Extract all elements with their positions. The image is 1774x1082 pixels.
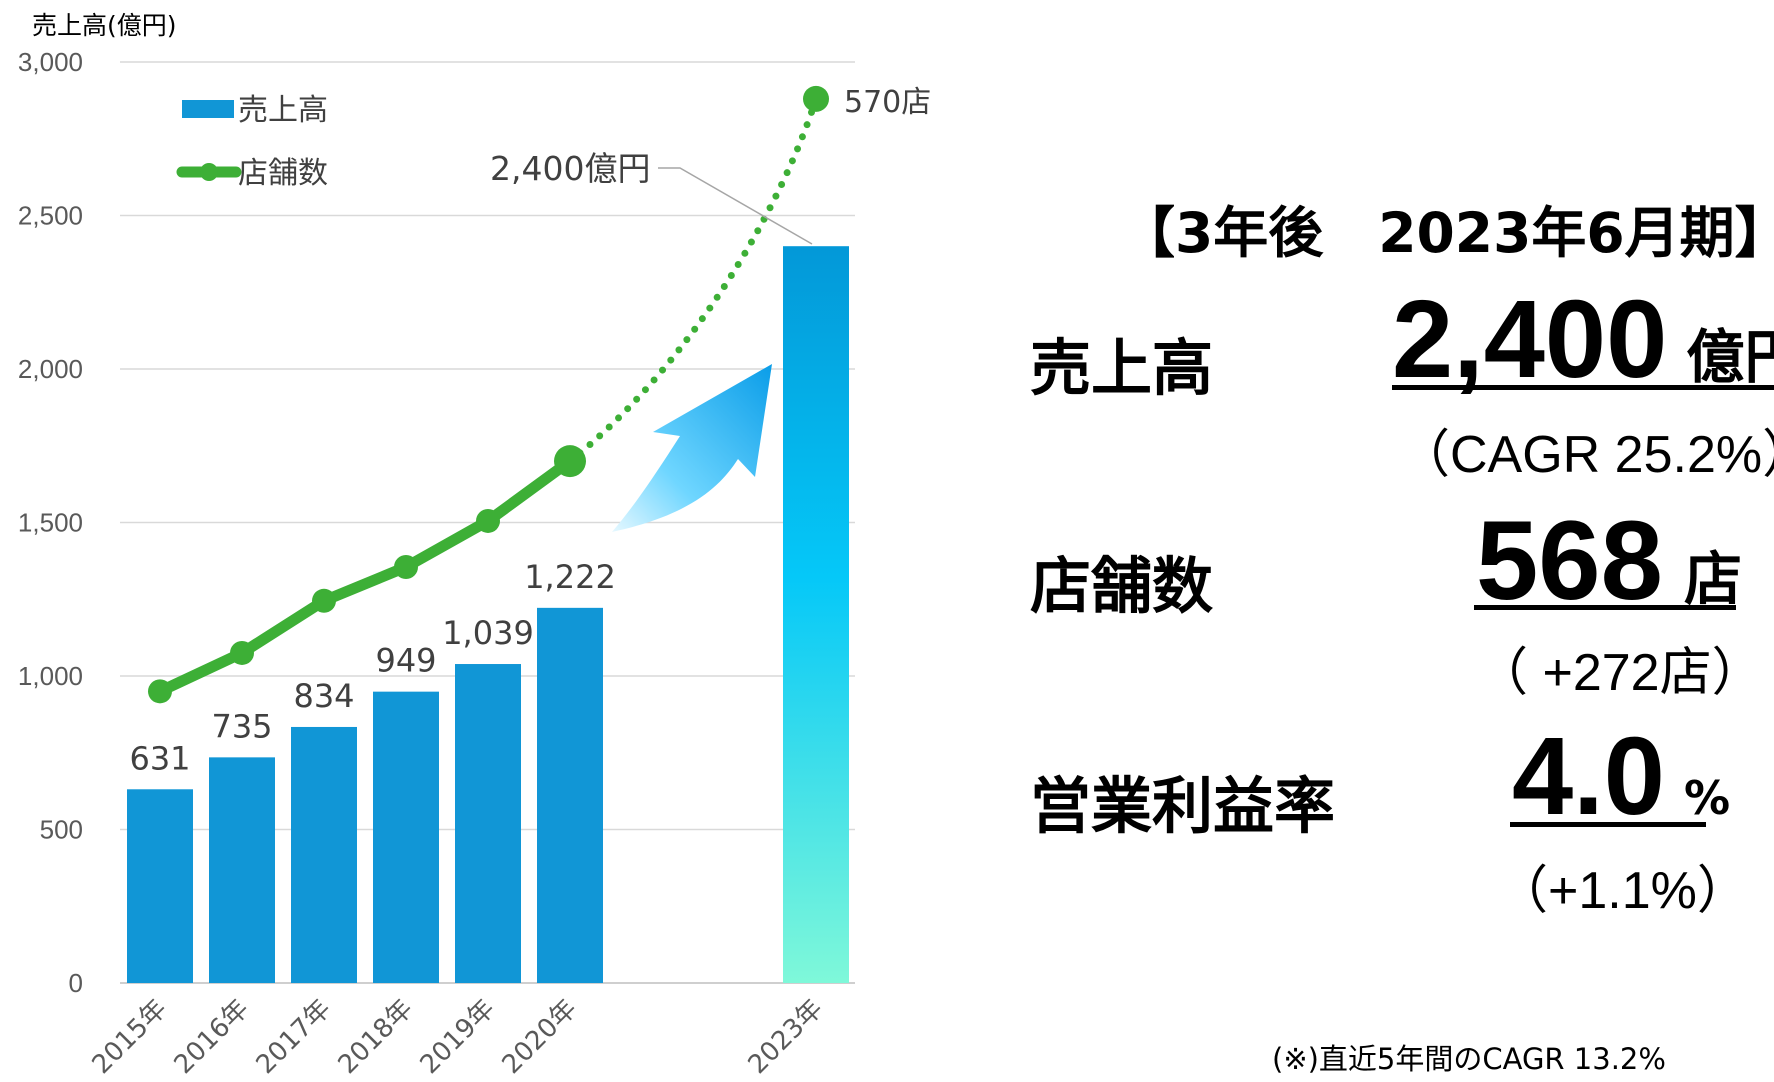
cagr-footnote: (※)直近5年間のCAGR 13.2% bbox=[1272, 1042, 1666, 1076]
store-marker-2023年 bbox=[803, 85, 829, 112]
bar-2017年 bbox=[291, 726, 357, 983]
margin-unit: % bbox=[1684, 771, 1731, 825]
sales-value-group: 2,400 億円 bbox=[1392, 285, 1774, 395]
bar-data-label: 631 bbox=[129, 739, 190, 777]
y-tick-label: 500 bbox=[40, 815, 83, 845]
sales-underline bbox=[1392, 385, 1774, 390]
x-tick-label: 2017年 bbox=[251, 994, 337, 1080]
store-line-projection bbox=[566, 95, 820, 465]
stores-change: （ +272店） bbox=[1476, 644, 1764, 702]
y-tick-label: 2,500 bbox=[18, 201, 83, 231]
store-marker-2019年 bbox=[476, 508, 500, 533]
y-tick-label: 1,000 bbox=[18, 661, 83, 691]
bar-2015年 bbox=[127, 789, 193, 983]
sales-value: 2,400 bbox=[1392, 278, 1668, 401]
sales-label: 売上高 bbox=[1030, 333, 1214, 404]
x-tick-label: 2015年 bbox=[87, 994, 173, 1080]
x-tick-label: 2018年 bbox=[333, 994, 419, 1080]
margin-label: 営業利益率 bbox=[1030, 771, 1336, 842]
bar-data-label: 834 bbox=[293, 677, 354, 715]
y-tick-label: 1,500 bbox=[18, 508, 83, 538]
bars bbox=[127, 246, 849, 983]
x-tick-label: 2019年 bbox=[415, 994, 501, 1080]
stores-value-group: 568 店 bbox=[1476, 505, 1742, 617]
store-marker-2018年 bbox=[394, 555, 418, 580]
stores-underline bbox=[1474, 605, 1736, 610]
bar-data-label: 1,039 bbox=[442, 614, 534, 652]
x-tick-label: 2023年 bbox=[743, 994, 829, 1080]
x-tick-label: 2016年 bbox=[169, 994, 255, 1080]
bar-data-label: 735 bbox=[211, 707, 272, 745]
bar-data-label: 949 bbox=[375, 642, 436, 680]
summary-heading: 【3年後 2023年6月期】 bbox=[1120, 201, 1774, 265]
stores-unit: 店 bbox=[1683, 545, 1742, 613]
margin-underline bbox=[1510, 822, 1706, 827]
sales-store-chart: 売上高(億円) 3,000 2,500 2,000 1,500 1,000 500 0 631 7… bbox=[18, 11, 931, 1080]
legend-label-sales: 売上高 bbox=[238, 93, 328, 128]
stores-label: 店舗数 bbox=[1030, 551, 1214, 622]
bar-2023年 bbox=[783, 246, 849, 983]
bar-2019年 bbox=[455, 664, 521, 983]
margin-value: 4.0 bbox=[1512, 715, 1665, 838]
y-tick-label: 3,000 bbox=[18, 47, 83, 77]
bar-data-label: 1,222 bbox=[524, 558, 616, 596]
bar-2018年 bbox=[373, 691, 439, 983]
y-tick-label: 0 bbox=[69, 968, 83, 998]
legend-marker-stores bbox=[200, 163, 218, 181]
bar-2020年 bbox=[537, 607, 603, 983]
margin-value-group: 4.0 % bbox=[1512, 722, 1730, 832]
sales-cagr: （CAGR 25.2%） bbox=[1398, 426, 1774, 484]
store-line-actual bbox=[154, 455, 576, 697]
x-tick-label: 2020年 bbox=[497, 994, 583, 1080]
y-tick-label: 2,000 bbox=[18, 354, 83, 384]
sales-unit: 億円 bbox=[1686, 323, 1774, 391]
growth-arrow bbox=[612, 364, 772, 532]
store-marker-2015年 bbox=[148, 679, 172, 704]
margin-change: （+1.1%） bbox=[1496, 862, 1749, 920]
sales-target-leader bbox=[658, 167, 813, 245]
store-marker-2017年 bbox=[312, 588, 336, 613]
legend-label-stores: 店舗数 bbox=[238, 156, 328, 191]
summary-panel: 【3年後 2023年6月期】 売上高 2,400 億円 （CAGR 25.2%）… bbox=[1010, 0, 1774, 1082]
store-target-label: 570店 bbox=[844, 85, 931, 120]
sales-target-label: 2,400億円 bbox=[490, 149, 650, 188]
y-axis-title: 売上高(億円) bbox=[32, 11, 177, 40]
bar-2016年 bbox=[209, 757, 275, 983]
store-count-line bbox=[148, 85, 829, 704]
legend-swatch-sales bbox=[182, 100, 234, 118]
store-marker-2020年 bbox=[554, 445, 586, 478]
stores-value: 568 bbox=[1476, 498, 1663, 623]
store-marker-2016年 bbox=[230, 640, 254, 665]
